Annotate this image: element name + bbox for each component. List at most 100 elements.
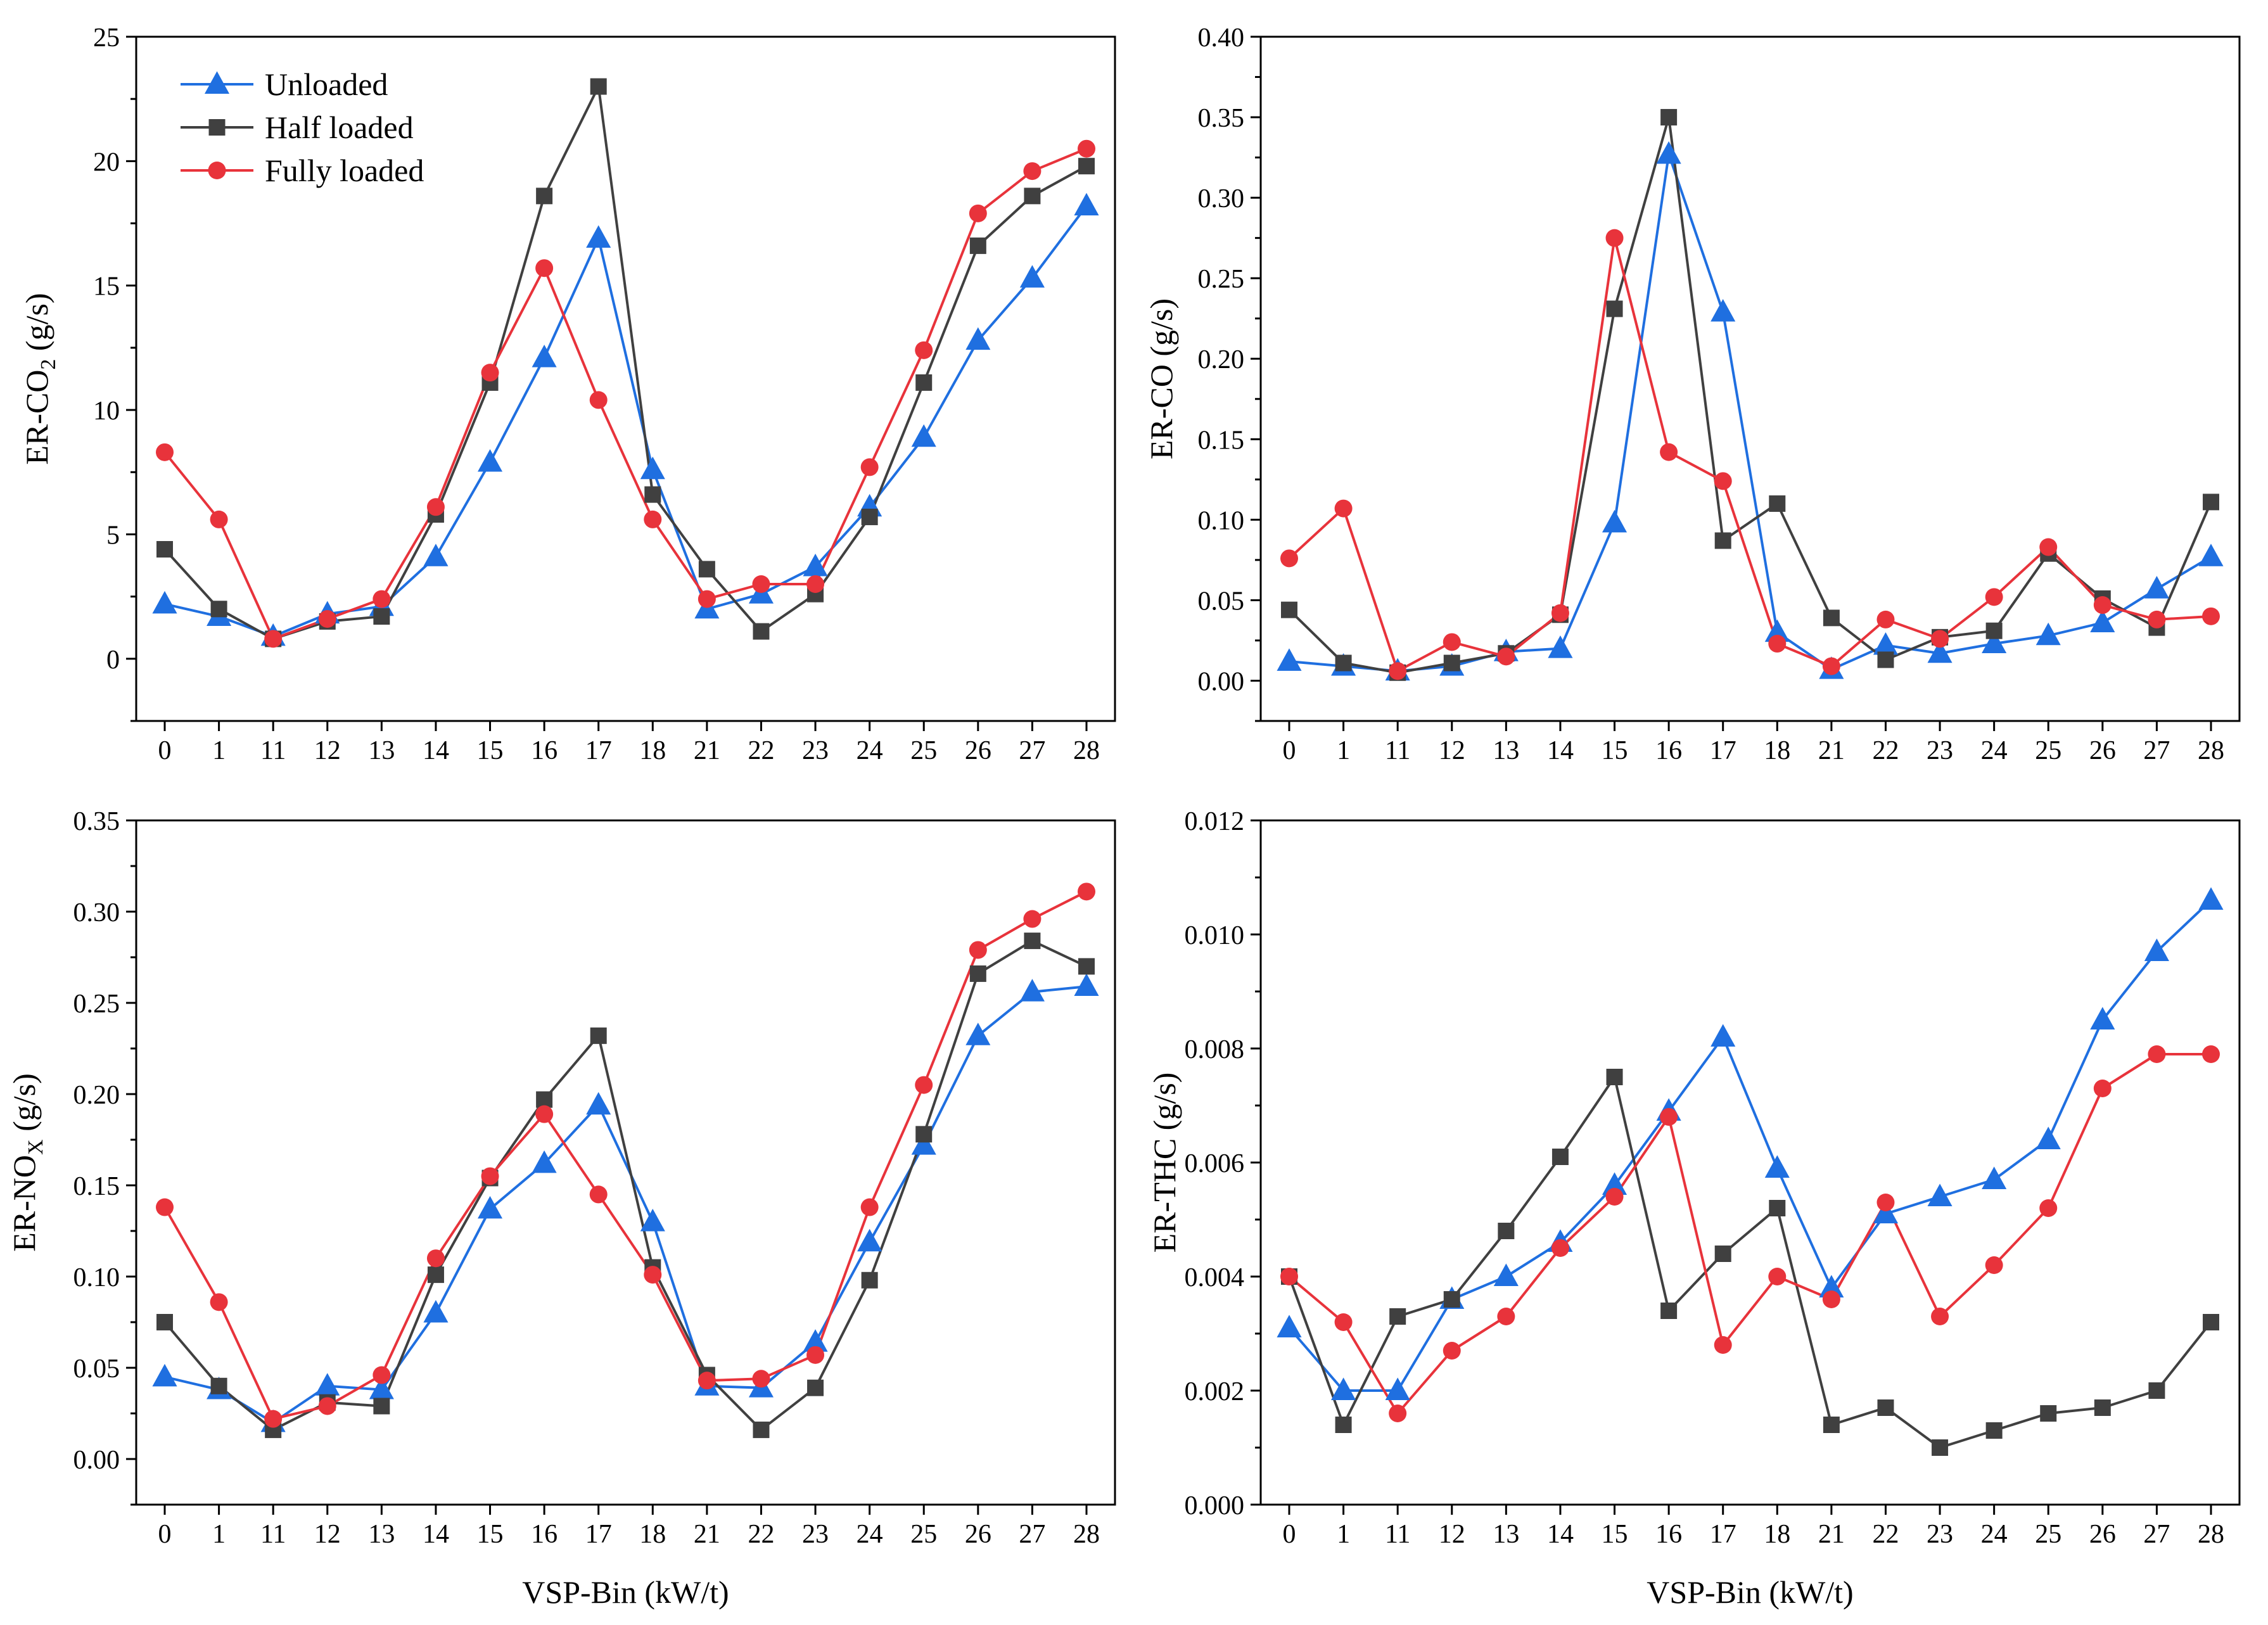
x-tick-label: 21 [694, 1520, 720, 1549]
data-point-unloaded [477, 1195, 503, 1219]
x-tick-label: 26 [2089, 736, 2116, 765]
y-tick-label: 15 [93, 272, 120, 302]
data-point-fully-loaded [1822, 1290, 1840, 1308]
data-point-unloaded [640, 1209, 665, 1232]
y-axis-title-main: ER-THC (g/s) [1147, 1073, 1182, 1253]
x-tick-label: 16 [1655, 1520, 1682, 1549]
y-tick-label: 0.05 [73, 1354, 120, 1384]
data-point-unloaded [1982, 1166, 2007, 1189]
data-point-unloaded [1927, 1183, 1953, 1206]
data-point-fully-loaded [752, 575, 770, 593]
x-axis-title: VSP-Bin (kW/t) [522, 1574, 729, 1610]
data-point-fully-loaded [1605, 229, 1624, 247]
data-point-fully-loaded [1876, 610, 1895, 628]
y-tick-label: 0.10 [1198, 506, 1245, 535]
x-tick-label: 17 [585, 736, 612, 765]
y-tick-label: 0.20 [73, 1081, 120, 1110]
data-point-unloaded [2035, 622, 2061, 646]
data-point-half-loaded [427, 1266, 444, 1284]
data-point-fully-loaded [589, 391, 608, 409]
x-tick-label: 24 [857, 1520, 883, 1549]
data-point-fully-loaded [1876, 1194, 1895, 1211]
y-tick-label: 0.15 [73, 1172, 120, 1201]
data-point-half-loaded [1281, 601, 1297, 618]
data-point-half-loaded [698, 561, 715, 578]
legend: Unloaded Half loaded Fully loaded [181, 67, 424, 188]
data-point-half-loaded [1985, 1422, 2003, 1439]
data-point-fully-loaded [318, 609, 336, 628]
y-tick-label: 0 [106, 646, 120, 675]
data-point-fully-loaded [1714, 472, 1732, 490]
data-point-fully-loaded [210, 510, 228, 528]
x-tick-label: 13 [368, 1520, 395, 1549]
data-point-half-loaded [156, 1314, 173, 1330]
data-point-fully-loaded [426, 1249, 445, 1268]
data-point-fully-loaded [535, 1105, 554, 1123]
y-tick-label: 0.25 [1198, 265, 1245, 294]
data-point-half-loaded [373, 608, 390, 625]
data-point-fully-loaded [1078, 139, 1095, 158]
x-tick-label: 15 [1602, 736, 1628, 765]
series-line-fully-loaded [163, 890, 1087, 1420]
x-tick-label: 22 [748, 1520, 774, 1549]
data-point-fully-loaded [860, 458, 879, 476]
x-tick-label: 11 [1385, 1520, 1410, 1549]
data-point-fully-loaded [1389, 1405, 1407, 1422]
y-tick-label: 20 [93, 148, 120, 177]
data-point-unloaded [2198, 544, 2224, 566]
data-point-fully-loaded [1023, 162, 1042, 181]
data-point-unloaded [1764, 1155, 1790, 1178]
series-line-half-loaded [163, 85, 1087, 640]
x-tick-label: 22 [1872, 1520, 1899, 1549]
data-point-fully-loaded [1931, 630, 1949, 648]
data-point-half-loaded [1443, 1291, 1460, 1308]
y-tick-label: 10 [93, 397, 120, 426]
data-point-unloaded [1548, 635, 1573, 658]
data-point-half-loaded [1769, 495, 1786, 512]
data-point-unloaded [586, 225, 611, 248]
data-point-fully-loaded [373, 1366, 391, 1384]
data-point-unloaded [1711, 1024, 1736, 1047]
chart-panel-bottom-left: 0 1 11 12 13 14 15 16 17 18 21 22 23 24 25 26 27 280.000.… [6, 807, 1116, 1610]
data-point-unloaded [152, 590, 177, 614]
series-line-half-loaded [1288, 116, 2212, 674]
data-point-fully-loaded [698, 1372, 716, 1390]
data-point-half-loaded [1606, 300, 1623, 317]
data-point-fully-loaded [264, 630, 283, 648]
data-point-half-loaded [1714, 1246, 1731, 1262]
data-point-fully-loaded [1822, 657, 1840, 675]
x-tick-label: 22 [748, 736, 774, 765]
x-tick-label: 15 [1602, 1520, 1628, 1549]
data-point-fully-loaded [2202, 1045, 2220, 1063]
data-point-unloaded [1019, 979, 1045, 1002]
data-point-unloaded [2090, 1007, 2115, 1029]
data-point-unloaded [2035, 1126, 2061, 1149]
x-tick-label: 18 [639, 736, 666, 765]
data-point-fully-loaded [644, 1266, 662, 1284]
data-point-fully-loaded [1768, 1268, 1787, 1285]
data-point-half-loaded [1078, 958, 1095, 975]
x-tick-label: 21 [694, 736, 720, 765]
data-point-half-loaded [536, 1091, 553, 1108]
y-tick-label: 0.30 [73, 898, 120, 927]
x-tick-label: 1 [212, 1520, 226, 1549]
data-point-half-loaded [1335, 1417, 1352, 1433]
y-tick-label: 0.10 [73, 1263, 120, 1292]
x-tick-label: 1 [1337, 1520, 1350, 1549]
data-point-fully-loaded [1280, 549, 1298, 568]
data-point-half-loaded [210, 1377, 227, 1394]
data-point-unloaded [1711, 298, 1736, 322]
data-point-fully-loaded [698, 590, 716, 608]
x-tick-label: 14 [1547, 736, 1574, 765]
data-point-fully-loaded [318, 1397, 336, 1415]
x-tick-label: 17 [585, 1520, 612, 1549]
data-point-half-loaded [1985, 622, 2003, 639]
data-point-half-loaded [1024, 188, 1041, 205]
data-point-half-loaded [156, 541, 173, 558]
data-point-fully-loaded [1660, 443, 1678, 461]
x-tick-label: 28 [1073, 1520, 1100, 1549]
x-tick-label: 0 [158, 736, 172, 765]
data-point-fully-loaded [1660, 1108, 1678, 1126]
y-tick-label: 0.15 [1198, 426, 1245, 455]
